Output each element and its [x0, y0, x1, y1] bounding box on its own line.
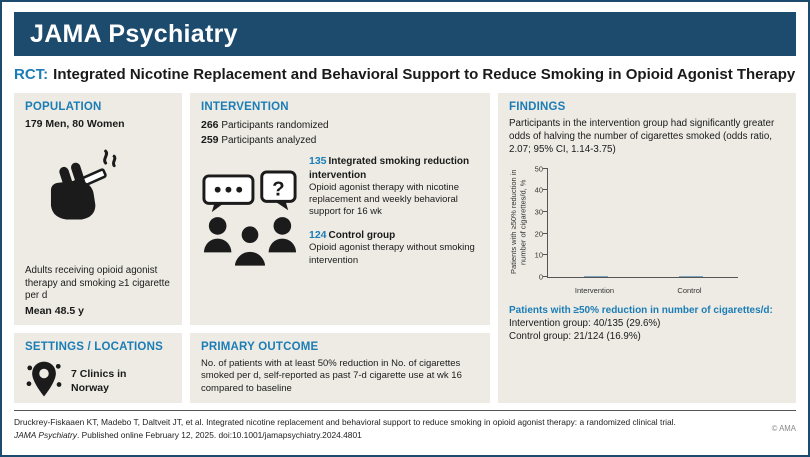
- population-heading: POPULATION: [25, 101, 102, 113]
- findings-result-heading: Patients with ≥50% reduction in number o…: [509, 304, 773, 316]
- population-description: Adults receiving opioid agonist therapy …: [25, 264, 170, 302]
- control-group-name: Control group: [328, 229, 396, 241]
- panel-grid: POPULATION 179 Men, 80 Women Adults re: [14, 93, 796, 403]
- bar-slot: [643, 275, 738, 277]
- primary-outcome-text: No. of patients with at least 50% reduct…: [201, 358, 462, 394]
- x-tick-label: Intervention: [574, 285, 615, 295]
- settings-panel: SETTINGS / LOCATIONS 7 Clinics: [14, 333, 182, 403]
- analyzed-line: 259 Participants analyzed: [201, 133, 479, 148]
- hand-holding-cigarette-icon: [39, 144, 121, 235]
- y-tick-mark: [543, 210, 548, 212]
- randomized-label: Participants randomized: [221, 120, 329, 131]
- y-axis-title: Patients with ≥50% reduction in number o…: [509, 169, 528, 275]
- x-tick-label: Control: [677, 285, 702, 295]
- findings-heading: FINDINGS: [509, 101, 566, 113]
- settings-heading: SETTINGS / LOCATIONS: [25, 341, 163, 353]
- population-mean-age: Mean 48.5 y: [25, 305, 84, 317]
- findings-result-line-2: Control group: 21/124 (16.9%): [509, 330, 641, 342]
- primary-outcome-panel: PRIMARY OUTCOME No. of patients with at …: [190, 333, 490, 403]
- intervention-heading: INTERVENTION: [201, 101, 289, 113]
- y-tick-mark: [543, 167, 548, 169]
- intervention-group-name: Integrated smoking reduction interventio…: [309, 156, 470, 181]
- population-demographics: 179 Men, 80 Women: [25, 118, 125, 130]
- control-group-block: 124 Control group Opioid agonist therapy …: [309, 229, 479, 267]
- findings-panel: FINDINGS Participants in the interventio…: [498, 93, 796, 403]
- map-pin-icon: [25, 358, 63, 403]
- study-title-text: Integrated Nicotine Replacement and Beha…: [53, 66, 796, 83]
- y-tick-mark: [543, 232, 548, 234]
- y-tick-label: 10: [534, 250, 543, 260]
- bar-slot: [548, 275, 643, 277]
- findings-bar-chart: Patients with ≥50% reduction in number o…: [509, 163, 785, 281]
- svg-text:?: ?: [272, 178, 285, 201]
- bar-intervention: [583, 275, 608, 277]
- rct-tag: RCT:: [14, 66, 49, 83]
- primary-outcome-heading: PRIMARY OUTCOME: [201, 341, 319, 353]
- findings-result-line-1: Intervention group: 40/135 (29.6%): [509, 317, 661, 329]
- header-bar: JAMA Psychiatry: [14, 12, 796, 56]
- y-tick-mark: [543, 275, 548, 277]
- citation-line-2: JAMA Psychiatry. Published online Februa…: [14, 429, 796, 442]
- randomized-line: 266 Participants randomized: [201, 118, 479, 133]
- bar-control: [678, 275, 703, 277]
- control-group-count: 124: [309, 228, 327, 241]
- y-tick-mark: [543, 189, 548, 191]
- y-axis: 0 10 20 30 40 50: [531, 164, 547, 281]
- y-tick-label: 30: [534, 207, 543, 217]
- speech-bubbles-group-icon: ?: [201, 155, 303, 278]
- intervention-group-count: 135: [309, 155, 327, 167]
- y-tick-label: 40: [534, 185, 543, 195]
- journal-logo: JAMA Psychiatry: [30, 19, 238, 48]
- study-title: RCT: Integrated Nicotine Replacement and …: [14, 66, 796, 84]
- randomized-count: 266: [201, 119, 219, 131]
- y-tick-mark: [543, 254, 548, 256]
- y-tick-label: 0: [538, 272, 543, 282]
- citation-journal-name: JAMA Psychiatry: [14, 429, 77, 440]
- intervention-panel: INTERVENTION 266 Participants randomized…: [190, 93, 490, 325]
- findings-summary: Participants in the intervention group h…: [509, 118, 775, 155]
- footer-citation: Druckrey-Fiskaaen KT, Madebo T, Daltveit…: [14, 410, 796, 441]
- intervention-group-block: 135 Integrated smoking reduction interven…: [309, 155, 479, 219]
- y-tick-label: 50: [534, 164, 543, 174]
- intervention-group-description: Opioid agonist therapy with nicotine rep…: [309, 181, 459, 218]
- citation-line-1: Druckrey-Fiskaaen KT, Madebo T, Daltveit…: [14, 417, 676, 427]
- citation-line-2-rest: . Published online February 12, 2025. do…: [76, 429, 362, 440]
- population-panel: POPULATION 179 Men, 80 Women Adults re: [14, 93, 182, 325]
- chart-plot: [543, 167, 738, 278]
- control-group-description: Opioid agonist therapy without smoking i…: [309, 242, 475, 266]
- y-tick-label: 20: [534, 229, 543, 239]
- analyzed-label: Participants analyzed: [221, 134, 317, 146]
- settings-text: 7 Clinics in Norway: [71, 367, 127, 394]
- x-axis-labels: Intervention Control: [547, 283, 737, 295]
- analyzed-count: 259: [201, 133, 219, 146]
- copyright-ama: © AMA: [771, 424, 796, 433]
